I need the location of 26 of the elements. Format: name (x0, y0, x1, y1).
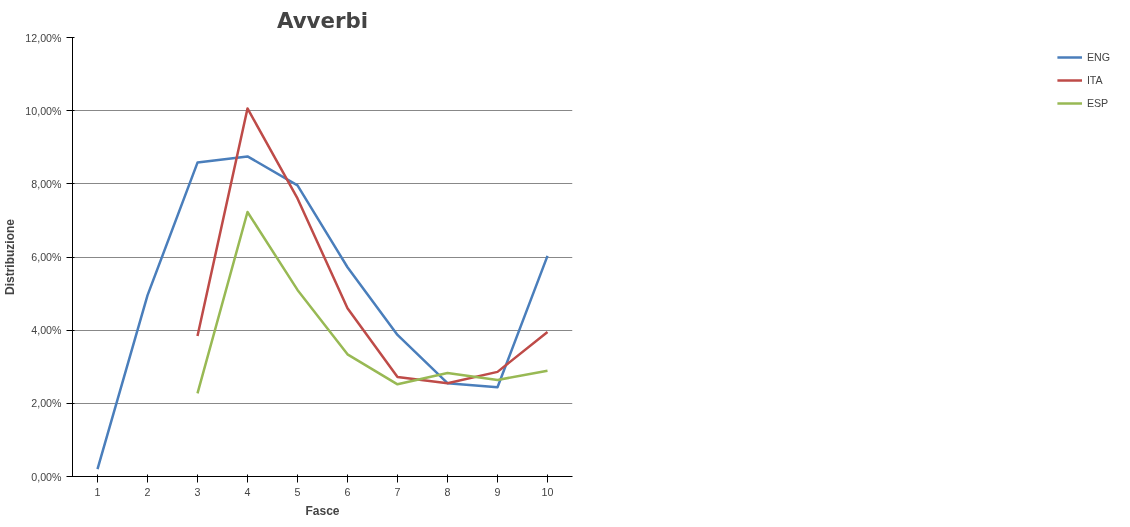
line-series (196, 210, 549, 395)
legend-label: ENG (1086, 51, 1110, 63)
x-tick-label: 3 (194, 485, 201, 498)
x-tick-label: 5 (294, 485, 301, 498)
chart-title: Avverbi (276, 7, 369, 33)
x-tick-label: 7 (394, 485, 401, 498)
x-tick-label: 1 (94, 485, 101, 498)
legend-label: ITA (1086, 74, 1104, 86)
x-tick-label: 8 (444, 485, 451, 498)
x-tick-label: 9 (494, 485, 501, 498)
y-tick-label: 10,00% (25, 104, 63, 117)
y-tick-label: 0,00% (31, 470, 63, 483)
y-tick-label: 8,00% (31, 177, 63, 190)
legend-label: ESP (1086, 97, 1109, 109)
x-axis-title: Fasce (305, 503, 340, 518)
line-series (96, 155, 549, 471)
y-axis-title: Distribuzione (3, 218, 18, 295)
y-tick-label: 2,00% (31, 397, 63, 410)
y-tick-label: 12,00% (25, 31, 63, 44)
x-tick-label: 4 (244, 485, 251, 498)
x-tick-label: 6 (344, 485, 351, 498)
y-tick-label: 6,00% (31, 251, 63, 263)
x-tick-label: 10 (541, 485, 554, 498)
x-tick-label: 2 (144, 485, 151, 498)
line-series (196, 107, 549, 385)
y-tick-label: 4,00% (31, 324, 63, 337)
